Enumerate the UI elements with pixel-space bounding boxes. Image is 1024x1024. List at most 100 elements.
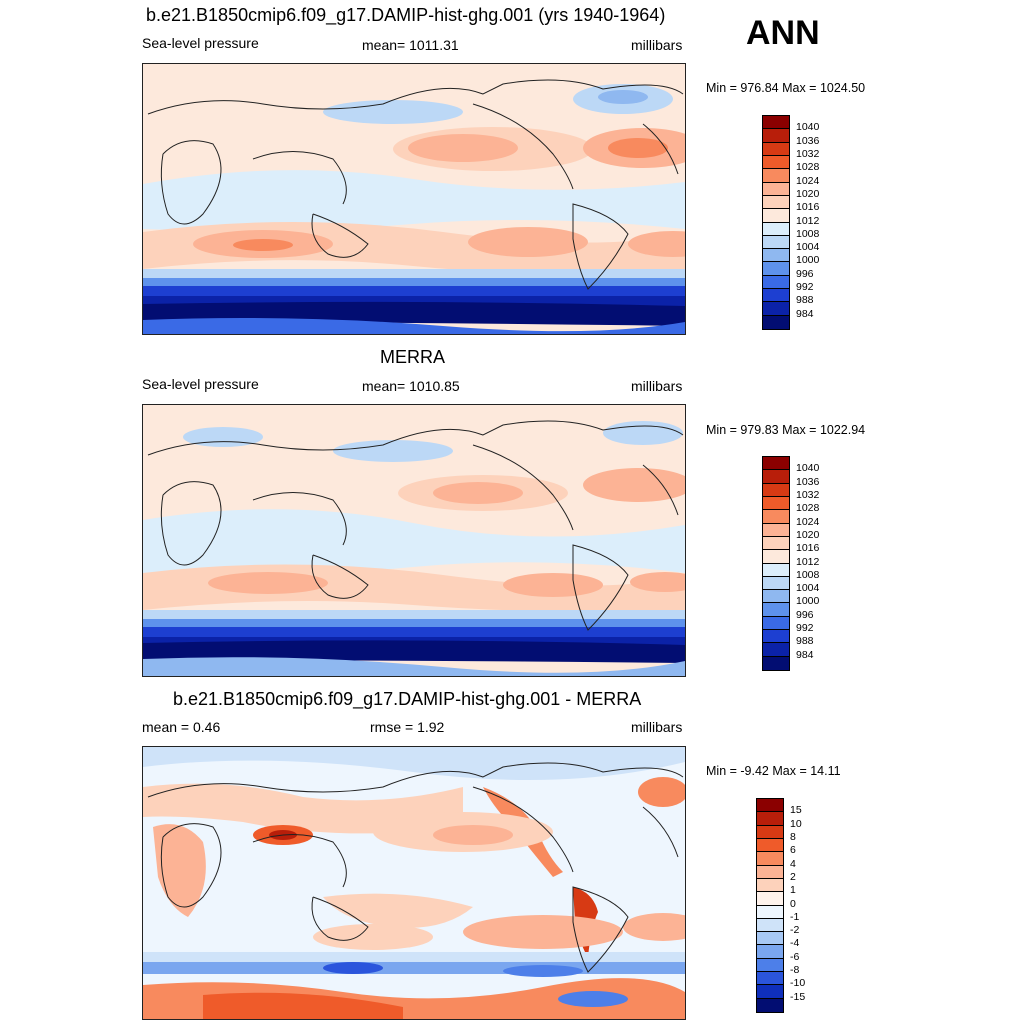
colorbar-swatch bbox=[763, 195, 789, 210]
colorbar-label: 8 bbox=[790, 830, 796, 843]
colorbar-swatch bbox=[757, 892, 783, 906]
antarctic-edge bbox=[143, 657, 685, 676]
panel-obs-contours bbox=[143, 405, 685, 676]
colorbar-swatch bbox=[757, 799, 783, 813]
panel-obs-title: MERRA bbox=[380, 347, 446, 367]
colorbar-label: 1008 bbox=[796, 227, 820, 240]
colorbar-swatch bbox=[757, 958, 783, 973]
colorbar-label: 1004 bbox=[796, 582, 820, 595]
colorbar-label: 2 bbox=[790, 870, 796, 883]
north-pacific-high-core bbox=[408, 134, 518, 162]
colorbar-label: 1032 bbox=[796, 147, 820, 160]
panel-diff-title: b.e21.B1850cmip6.f09_g17.DAMIP-hist-ghg.… bbox=[173, 689, 642, 709]
colorbar-swatch bbox=[763, 116, 789, 130]
aleutian-low bbox=[333, 440, 453, 462]
coastlines bbox=[147, 79, 684, 290]
colorbar-swatch bbox=[763, 222, 789, 236]
colorbar-swatch bbox=[763, 249, 789, 263]
colorbar-label: -6 bbox=[790, 950, 800, 963]
colorbar-label: -8 bbox=[790, 964, 800, 977]
panel-obs-map bbox=[142, 404, 686, 677]
panel-model-map bbox=[142, 63, 686, 335]
colorbar-label: 988 bbox=[796, 294, 814, 307]
panel-model-contours bbox=[143, 64, 685, 334]
south-pacific-positive bbox=[463, 915, 623, 949]
colorbar-label: 1012 bbox=[796, 555, 820, 568]
south-atlantic-high bbox=[628, 231, 685, 257]
colorbar-label: 1016 bbox=[796, 201, 820, 214]
colorbar-swatch bbox=[763, 302, 789, 316]
colorbar-label: -15 bbox=[790, 990, 806, 1003]
south-pacific-high bbox=[468, 227, 588, 257]
panel-model-colorbar bbox=[762, 115, 790, 330]
colorbar-swatch bbox=[763, 496, 789, 511]
colorbar-label: 1028 bbox=[796, 161, 820, 174]
panel-model-variable: Sea-level pressure bbox=[142, 35, 259, 51]
colorbar-swatch bbox=[763, 576, 789, 591]
panel-diff-contours bbox=[143, 747, 685, 1019]
colorbar-swatch bbox=[763, 169, 789, 183]
panel-model-minmax: Min = 976.84 Max = 1024.50 bbox=[706, 81, 866, 95]
colorbar-label: 1036 bbox=[796, 134, 820, 147]
colorbar-label: 1000 bbox=[796, 595, 820, 608]
colorbar-swatch bbox=[757, 852, 783, 866]
colorbar-swatch bbox=[757, 945, 783, 959]
colorbar-swatch bbox=[763, 470, 789, 484]
colorbar-label: 1016 bbox=[796, 542, 820, 555]
colorbar-swatch bbox=[763, 209, 789, 223]
colorbar-label: 10 bbox=[790, 817, 802, 830]
panel-model-units: millibars bbox=[631, 37, 683, 53]
equatorial-band bbox=[143, 509, 685, 575]
antarctic-edge bbox=[143, 318, 685, 334]
colorbar-swatch bbox=[763, 550, 789, 564]
eurasia-positive bbox=[143, 783, 463, 834]
colorbar-label: 984 bbox=[796, 307, 814, 320]
colorbar-label: 1040 bbox=[796, 462, 820, 475]
colorbar-label: 996 bbox=[796, 608, 814, 621]
colorbar-swatch bbox=[757, 838, 783, 853]
colorbar-swatch bbox=[763, 235, 789, 250]
colorbar-label: 1024 bbox=[796, 174, 820, 187]
colorbar-swatch bbox=[763, 523, 789, 537]
colorbar-label: -4 bbox=[790, 937, 800, 950]
colorbar-swatch bbox=[757, 865, 783, 879]
colorbar-swatch bbox=[763, 590, 789, 604]
colorbar-swatch bbox=[763, 656, 789, 670]
panel-diff-mean: mean = 0.46 bbox=[142, 719, 221, 735]
aleutian-low bbox=[323, 100, 463, 124]
colorbar-swatch bbox=[763, 483, 789, 497]
colorbar-label: 1028 bbox=[796, 502, 820, 515]
north-atlantic-high-core bbox=[608, 138, 668, 158]
colorbar-swatch bbox=[757, 998, 783, 1012]
colorbar-swatch bbox=[763, 289, 789, 303]
colorbar-swatch bbox=[763, 262, 789, 276]
colorbar-label: 1004 bbox=[796, 241, 820, 254]
southern-ocean-negative bbox=[323, 962, 383, 974]
colorbar-swatch bbox=[763, 563, 789, 577]
panel-diff-units: millibars bbox=[631, 719, 683, 735]
panel-obs-variable: Sea-level pressure bbox=[142, 376, 259, 392]
equatorial-band bbox=[143, 170, 685, 231]
colorbar-label: 1036 bbox=[796, 475, 820, 488]
colorbar-swatch bbox=[763, 536, 789, 551]
colorbar-swatch bbox=[757, 825, 783, 839]
colorbar-label: 992 bbox=[796, 622, 814, 635]
colorbar-label: 1 bbox=[790, 884, 796, 897]
colorbar-label: 996 bbox=[796, 267, 814, 280]
colorbar-swatch bbox=[763, 182, 789, 196]
colorbar-label: 1020 bbox=[796, 528, 820, 541]
colorbar-swatch bbox=[763, 457, 789, 471]
colorbar-label: 1020 bbox=[796, 187, 820, 200]
colorbar-label: -1 bbox=[790, 910, 800, 923]
colorbar-swatch bbox=[757, 932, 783, 946]
colorbar-swatch bbox=[763, 603, 789, 617]
colorbar-swatch bbox=[763, 275, 789, 290]
season-label: ANN bbox=[746, 14, 820, 52]
colorbar-label: 6 bbox=[790, 844, 796, 857]
colorbar-swatch bbox=[763, 616, 789, 631]
panel-model-title: b.e21.B1850cmip6.f09_g17.DAMIP-hist-ghg.… bbox=[146, 5, 666, 25]
colorbar-swatch bbox=[763, 142, 789, 156]
colorbar-swatch bbox=[757, 905, 783, 919]
colorbar-label: 1000 bbox=[796, 254, 820, 267]
colorbar-swatch bbox=[763, 155, 789, 170]
